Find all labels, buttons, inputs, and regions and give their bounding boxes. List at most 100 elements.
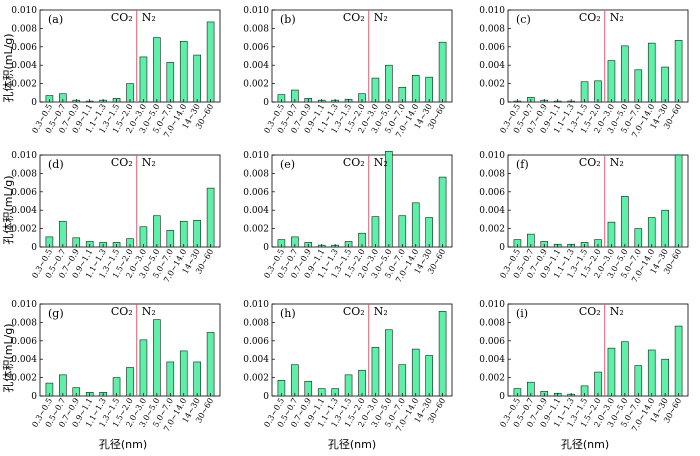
panel-e-ytick-label: 0.002	[243, 225, 269, 235]
panel-f-letter: (f)	[516, 158, 529, 171]
panel-c-bar	[674, 40, 683, 103]
panel-i-bar	[634, 365, 643, 397]
panel-a-n2-label: N₂	[142, 11, 156, 24]
panel-c-letter: (c)	[516, 13, 531, 26]
panel-i-ytick-label: 0	[499, 392, 505, 402]
panel-h-bar	[398, 364, 407, 397]
panel-d-ytick-label: 0.008	[11, 169, 37, 179]
panel-b-ytick-label: 0.008	[243, 24, 269, 34]
panel-a-bar	[206, 21, 215, 103]
panel-d-ytick-label: 0.006	[11, 188, 37, 198]
panel-i-bar	[674, 325, 683, 397]
panel-f-ytick-label: 0.006	[479, 188, 505, 198]
panel-f-ytick-label: 0.008	[479, 169, 505, 179]
panel-g-n2-label: N₂	[142, 305, 156, 318]
panel-g-ytick-label: 0	[31, 392, 37, 402]
panel-f-co2-label: CO₂	[579, 156, 601, 169]
panel-a-ytick-label: 0.010	[11, 6, 37, 16]
panel-e-co2-label: CO₂	[343, 156, 365, 169]
panel-a-bar	[139, 56, 148, 103]
panel-i-bar	[607, 347, 616, 397]
panel-d-n2-label: N₂	[142, 156, 156, 169]
panel-b-ytick-label: 0.006	[243, 43, 269, 53]
panel-i-n2-label: N₂	[610, 305, 624, 318]
panel-d-bar	[139, 226, 148, 248]
panel-i-ytick-label: 0.010	[479, 300, 505, 310]
panel-h-bar	[344, 374, 353, 397]
panel-i-ytick-label: 0.002	[479, 374, 505, 384]
panel-c-bar	[647, 42, 656, 103]
panel-b-ytick-label: 0.010	[243, 6, 269, 16]
panel-i-bar	[594, 371, 602, 397]
panel-c-ytick-label: 0.002	[479, 80, 505, 90]
panel-d-bar	[206, 187, 215, 248]
panel-h-ytick-label: 0.002	[243, 374, 269, 384]
panel-c-ytick-label: 0.010	[479, 6, 505, 16]
panel-g-ytick-label: 0.004	[11, 355, 37, 365]
y-axis-label-row1: 孔体积(mL/g)	[2, 33, 15, 103]
panel-g-bar	[139, 339, 148, 397]
panel-h-bar	[291, 364, 299, 397]
y-axis-label-row3: 孔体积(mL/g)	[2, 323, 15, 393]
panel-d-ytick-label: 0.004	[11, 206, 37, 216]
panel-g-bar	[166, 361, 175, 397]
panel-b-ytick-label: 0.004	[243, 61, 269, 71]
panel-f-ytick-label: 0.010	[479, 151, 505, 161]
panel-a-ytick-label: 0.006	[11, 43, 37, 53]
panel-e-ytick-label: 0	[263, 243, 269, 253]
panel-h-letter: (h)	[280, 307, 296, 320]
panel-c-bar	[580, 81, 589, 103]
panel-c-bar	[621, 45, 629, 103]
panel-d-bar	[179, 220, 188, 248]
panel-e-bar	[371, 216, 380, 248]
panel-f-n2-label: N₂	[610, 156, 624, 169]
panel-e-ytick-label: 0.008	[243, 169, 269, 179]
panel-g-bar	[126, 367, 134, 397]
panel-b-bar	[425, 76, 433, 103]
panel-a-bar	[193, 54, 201, 103]
panel-d-ytick-label: 0	[31, 243, 37, 253]
panel-i-bar	[621, 341, 629, 397]
panel-d-ytick-label: 0.010	[11, 151, 37, 161]
panel-b-bar	[371, 77, 380, 103]
panel-h-ytick-label: 0.006	[243, 337, 269, 347]
panel-h-bar	[438, 311, 447, 397]
panel-i-bar	[661, 358, 669, 397]
panel-c-ytick-label: 0.004	[479, 61, 505, 71]
panel-h-bar	[371, 346, 380, 397]
panel-f-ytick-label: 0	[499, 243, 505, 253]
panel-d-ytick-label: 0.002	[11, 225, 37, 235]
panel-c-bar	[594, 80, 602, 103]
panel-a-bar	[166, 62, 175, 103]
panel-f-ytick-label: 0.004	[479, 206, 505, 216]
panel-d-bar	[153, 215, 161, 248]
panel-e-ytick-label: 0.004	[243, 206, 269, 216]
panel-g-bar	[193, 361, 201, 397]
panel-e-bar	[398, 215, 407, 248]
panel-d-bar	[193, 220, 201, 248]
panel-i-bar	[647, 349, 656, 397]
panel-a-ytick-label: 0.002	[11, 80, 37, 90]
panel-e-bar	[411, 202, 420, 248]
panel-g-ytick-label: 0.002	[11, 374, 37, 384]
panel-a-bar	[153, 37, 161, 103]
panel-h-bar	[425, 355, 433, 397]
panel-h-bar	[358, 369, 366, 397]
panel-h-ytick-label: 0.004	[243, 355, 269, 365]
panel-b-bar	[411, 75, 420, 103]
panel-h-bar	[385, 329, 393, 397]
panel-b-ytick-label: 0	[263, 98, 269, 108]
panel-f-bar	[674, 154, 683, 248]
panel-a-letter: (a)	[48, 13, 63, 26]
x-axis-label-col1: 孔径(nm)	[98, 438, 148, 451]
panel-i-ytick-label: 0.004	[479, 355, 505, 365]
panel-e-bar	[438, 176, 447, 248]
panel-i-letter: (i)	[516, 307, 528, 320]
panel-a-ytick-label: 0	[31, 98, 37, 108]
panel-b-ytick-label: 0.002	[243, 80, 269, 90]
panel-g-bar	[153, 319, 161, 397]
panel-c-ytick-label: 0	[499, 98, 505, 108]
panel-a-co2-label: CO₂	[111, 11, 133, 24]
panel-g-bar	[206, 332, 215, 397]
panel-c-ytick-label: 0.008	[479, 24, 505, 34]
